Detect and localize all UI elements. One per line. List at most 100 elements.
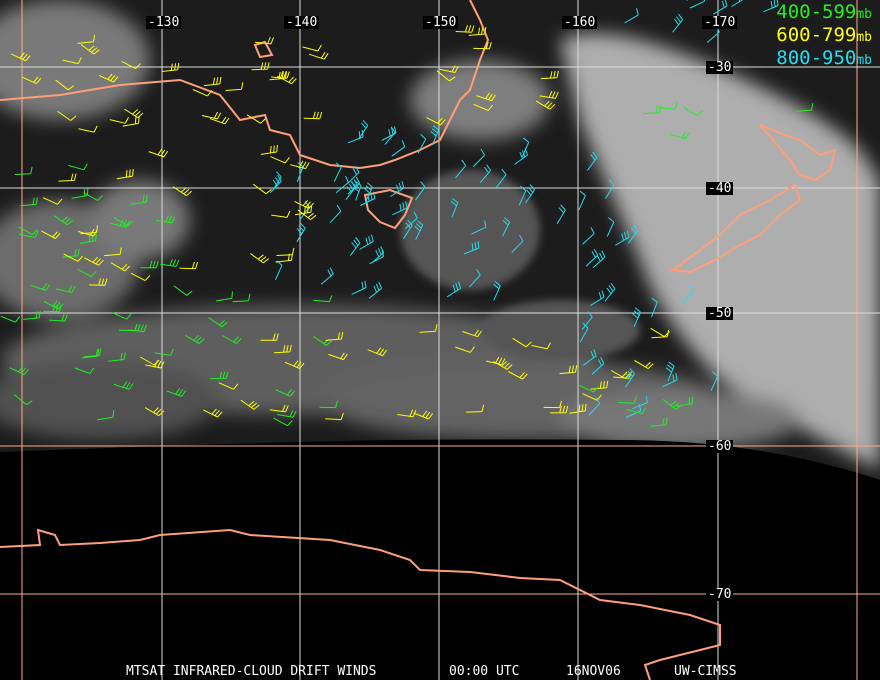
wind-barb [463,241,480,255]
wind-barb [54,215,74,226]
wind-barb [651,329,670,339]
wind-barb [618,396,637,404]
wind-barb [113,216,134,227]
wind-barb [626,407,647,415]
wind-barb [669,131,690,140]
wind-barb [284,360,305,370]
wind-barb [353,180,362,201]
wind-barb [610,370,631,379]
wind-barb [402,219,413,239]
wind-barb [468,27,487,36]
wind-barb [185,334,205,345]
wind-barb [683,106,703,117]
wind-barb [446,281,462,298]
wind-barb [345,181,356,201]
caption-date: 16NOV06 [566,664,621,679]
wind-barb [502,217,511,237]
wind-barb [710,371,719,391]
wind-barb [479,164,492,183]
wind-barb [240,399,260,410]
wind-barb [19,230,39,238]
wind-barb [450,198,459,218]
wind-barb [665,361,675,382]
wind-barb [209,116,230,125]
latitude-label: -70 [706,587,734,602]
wind-barb [0,315,21,323]
wind-barb [275,389,295,397]
wind-barb [13,394,33,406]
wind-barb [277,75,297,85]
wind-barb [303,111,323,120]
caption-bar: MTSAT INFRARED-CLOUD DRIFT WINDS 00:00 U… [0,664,880,680]
wind-barb [192,89,213,97]
wind-barb [18,226,38,236]
wind-barb [333,162,342,182]
wind-barb [10,52,31,62]
wind-barbs [0,0,814,427]
longitude-label: -150 [423,15,459,30]
wind-barb [455,346,475,353]
wind-barb [308,52,329,60]
wind-barb [271,210,291,218]
wind-barb [335,175,349,194]
wind-barb [676,396,694,407]
pressure-legend: 400-599mb 600-799mb 800-950mb [776,2,872,71]
wind-barb [419,324,438,333]
wind-barb [74,367,95,374]
coastline-new-zealand-south [669,183,802,274]
wind-barb [173,285,193,296]
wind-barb [111,312,132,320]
wind-barb [415,181,426,201]
wind-barb [367,347,388,357]
wind-barb [83,348,102,358]
wind-barb [518,185,527,206]
wind-barb [154,348,174,356]
wind-barb [140,260,159,269]
wind-barb [232,293,251,303]
longitude-label: -170 [702,15,738,30]
wind-barb [260,333,279,341]
wind-barb [23,310,41,320]
wind-barb [672,13,683,33]
wind-barb [471,220,487,235]
wind-barb [455,25,475,33]
wind-barb [590,380,609,390]
wind-barb [606,217,615,237]
wind-barb [588,397,601,416]
wind-barb [130,272,151,282]
wind-barb [514,148,529,165]
longitude-label: -160 [562,15,598,30]
wind-barb [43,304,62,313]
wind-barb [587,151,598,171]
legend-800-950: 800-950mb [776,47,872,69]
wind-barb [273,417,293,427]
wind-barb [88,278,108,286]
wind-barb [76,268,97,278]
wind-barb [368,281,383,299]
wind-barb [42,197,63,205]
wind-barb [371,246,385,264]
wind-barb [108,352,126,362]
wind-barb [592,250,606,269]
wind-barb [627,224,639,244]
legend-400-599: 400-599mb [776,1,872,23]
wind-barb [583,349,597,366]
wind-barb [77,34,96,44]
wind-barb [255,36,274,45]
wind-barb [80,225,99,235]
wind-barb [643,105,662,115]
wind-barb [98,73,119,83]
wind-barb [455,159,467,179]
wind-barb [260,144,278,155]
wind-barb [41,230,61,239]
wind-barb [347,129,364,144]
wind-barb [585,248,599,267]
wind-barb [276,247,295,256]
wind-barb [662,373,678,388]
wind-barb [172,186,193,197]
wind-barb [381,126,397,141]
wind-barb [763,0,779,13]
wind-barb [476,92,496,102]
wind-barb [313,295,333,303]
